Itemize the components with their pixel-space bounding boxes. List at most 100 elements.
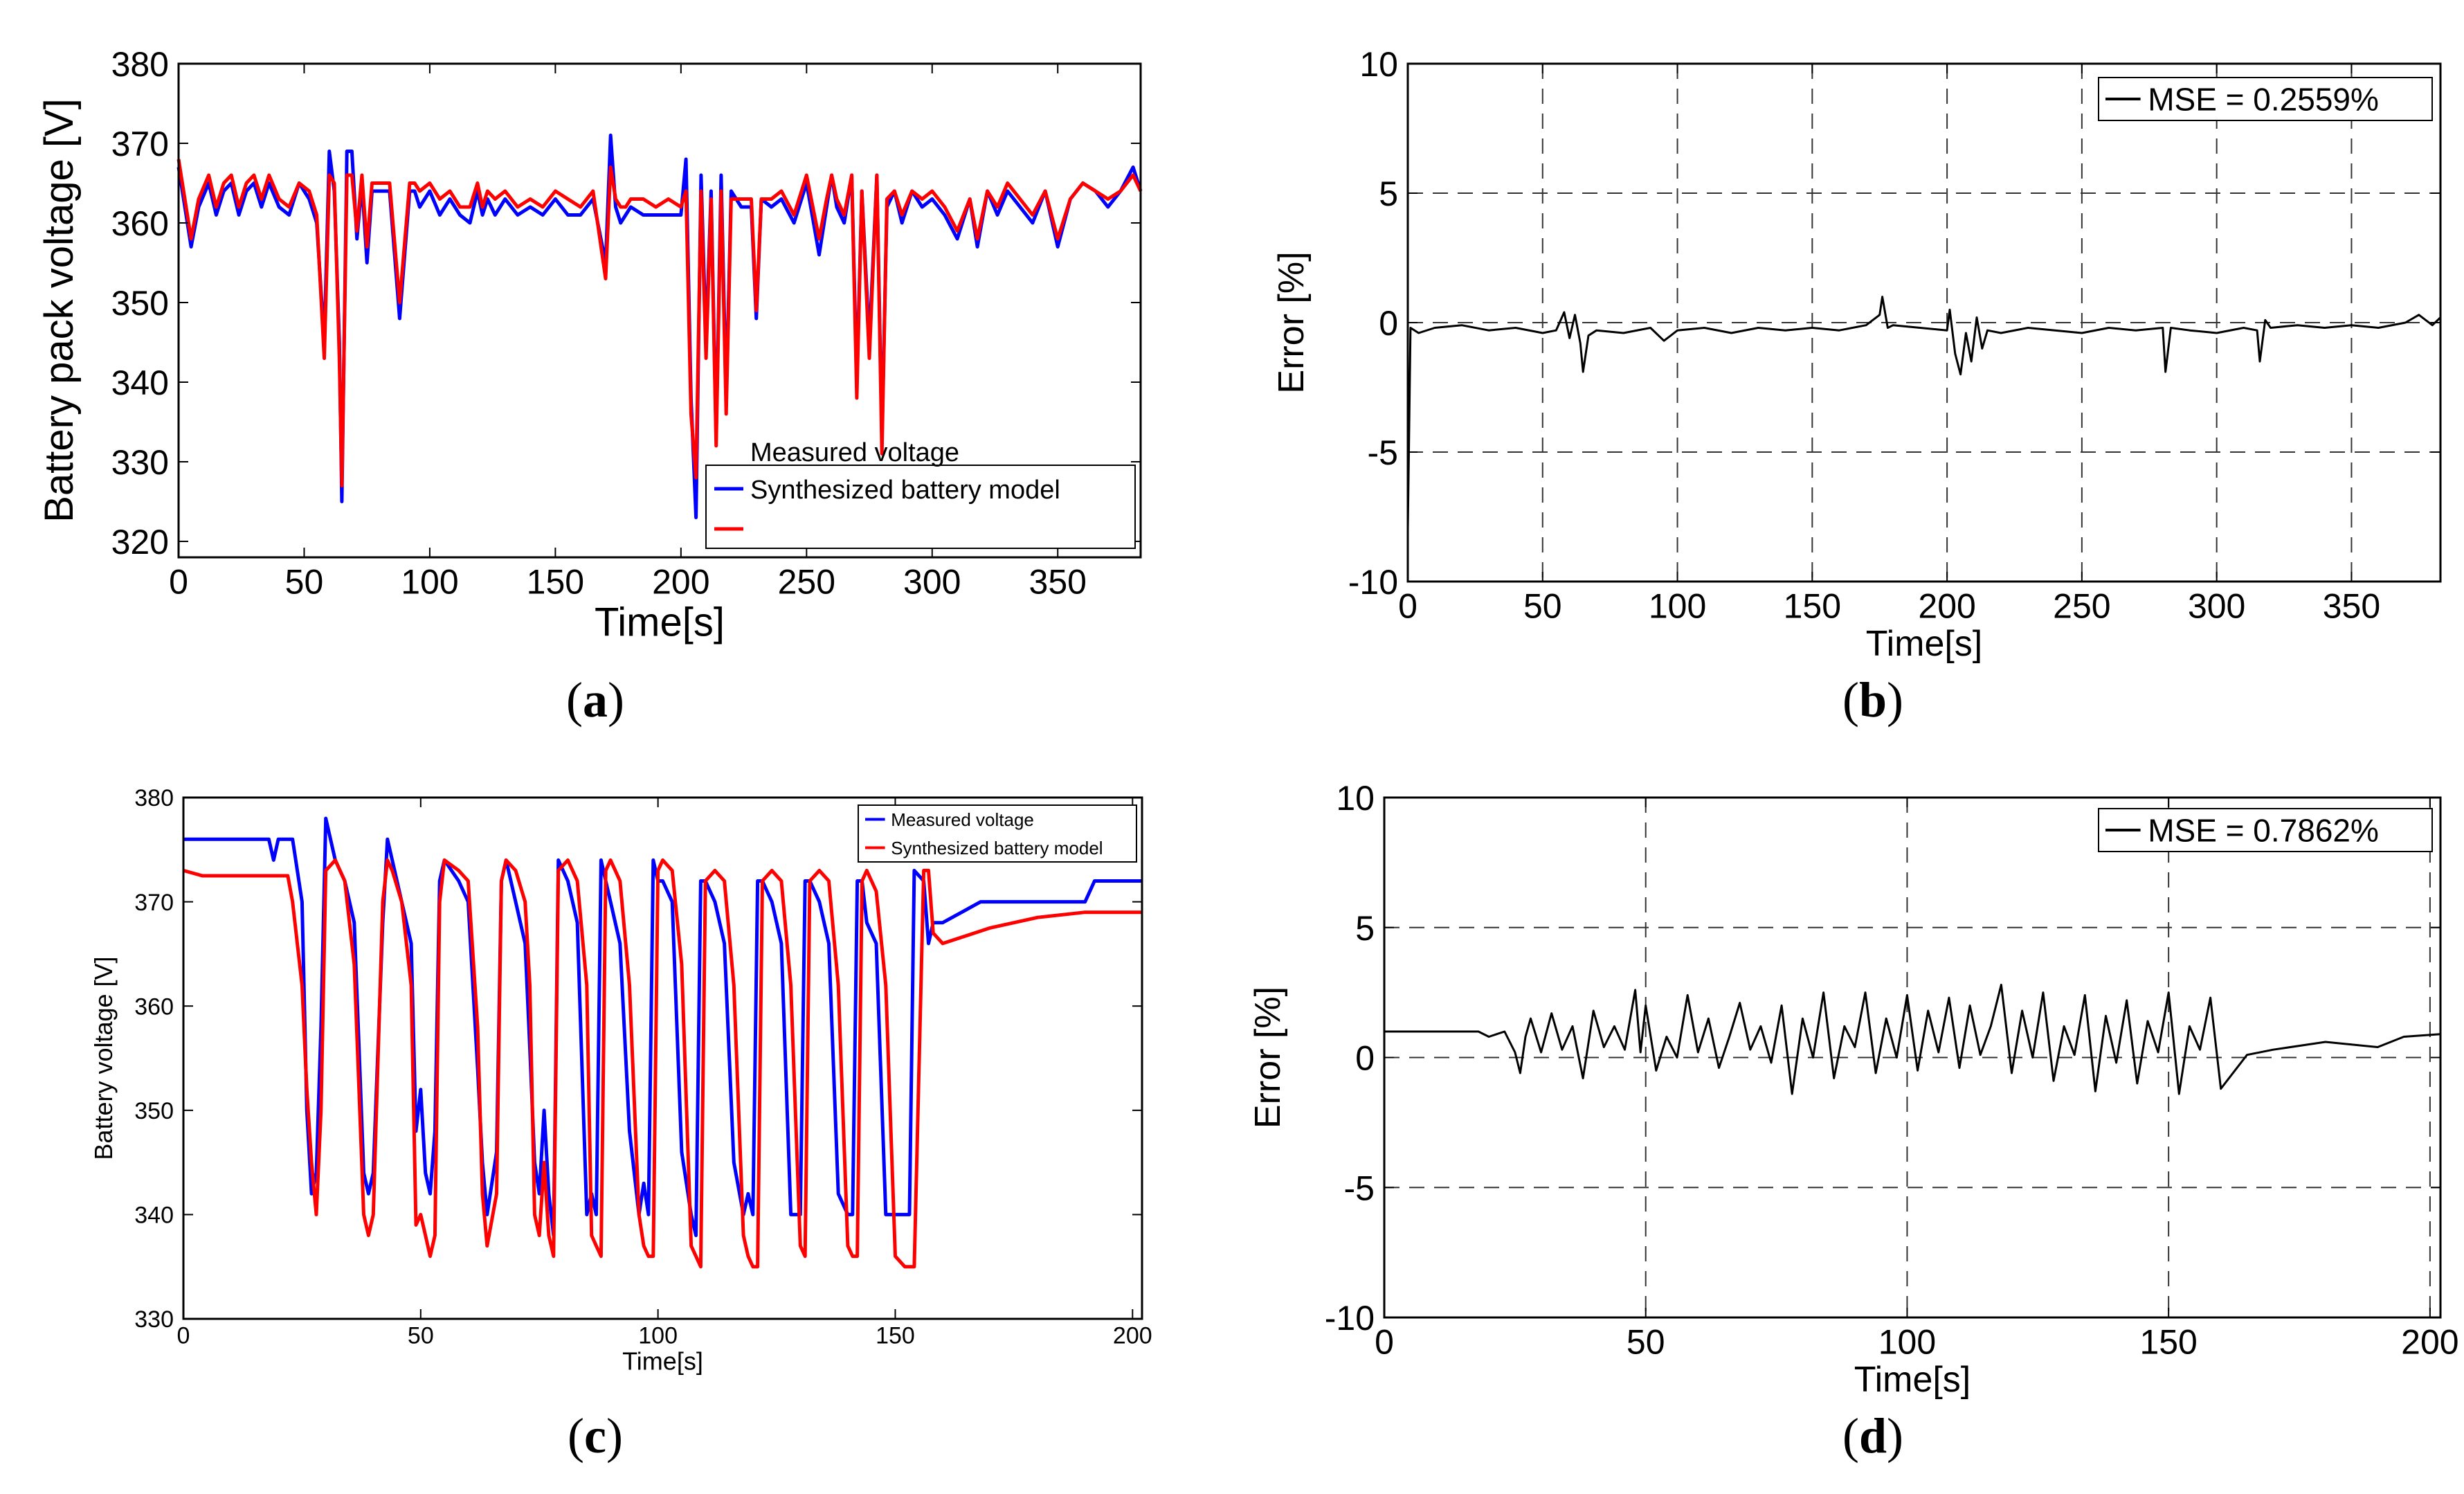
x-tick-label: 0 <box>177 1323 190 1349</box>
y-tick-label: 370 <box>111 125 169 163</box>
panel-caption: (a) <box>566 672 624 728</box>
y-axis-label: Battery pack voltage [V] <box>37 98 82 523</box>
x-tick-label: 50 <box>1523 587 1562 626</box>
x-tick-label: 250 <box>778 563 835 602</box>
x-tick-label: 150 <box>876 1323 915 1349</box>
x-tick-label: 300 <box>2188 587 2245 626</box>
x-tick-label: 300 <box>903 563 961 602</box>
caption-paren: ) <box>606 1408 623 1464</box>
caption-letter: d <box>1859 1408 1887 1464</box>
x-tick-label: 50 <box>408 1323 434 1349</box>
x-tick-label: 150 <box>2139 1323 2197 1362</box>
y-tick-label: 350 <box>111 284 169 323</box>
y-tick-label: -10 <box>1348 563 1398 602</box>
chart-panel-d: 0 50 100 150 200 -10 -5 0 5 10 Time[s] Error [%] MSE… <box>1248 779 2458 1464</box>
y-tick-label: 320 <box>111 523 169 561</box>
panel-caption: (d) <box>1842 1408 1903 1464</box>
caption-paren: ( <box>566 672 583 728</box>
legend-entry-label: Measured voltage <box>891 809 1034 830</box>
y-tick-label: 340 <box>111 363 169 402</box>
x-tick-label: 100 <box>638 1323 678 1349</box>
x-tick-label: 0 <box>1375 1323 1394 1362</box>
legend-box <box>705 465 1136 549</box>
chart-panel-a: 0 50 100 150 200 250 300 350 320 330 340 350 360 370 3… <box>37 45 1143 728</box>
x-tick-label: 0 <box>1398 587 1417 626</box>
caption-paren: ) <box>608 672 624 728</box>
y-tick-label: 5 <box>1355 909 1375 948</box>
series-line-2 <box>183 858 1142 1269</box>
y-tick-label: 380 <box>134 785 174 811</box>
caption-letter: a <box>583 672 608 728</box>
y-tick-label: -5 <box>1368 433 1398 472</box>
x-tick-label: 200 <box>2401 1323 2458 1362</box>
x-tick-label: 150 <box>527 563 584 602</box>
x-tick-label: 200 <box>652 563 709 602</box>
legend-entry-label: Synthesized battery model <box>891 838 1103 858</box>
series-line-1 <box>1406 296 2442 530</box>
panel-caption: (c) <box>568 1408 623 1464</box>
y-tick-label: 370 <box>134 890 174 916</box>
y-tick-label: 340 <box>134 1203 174 1229</box>
legend-entry-label: Synthesized battery model <box>750 476 1060 505</box>
x-tick-label: 200 <box>1918 587 1975 626</box>
x-tick-label: 150 <box>1784 587 1841 626</box>
caption-paren: ) <box>1887 672 1903 728</box>
x-tick-label: 100 <box>401 563 458 602</box>
x-axis-label: Time[s] <box>622 1347 703 1376</box>
legend-entry-label: Measured voltage <box>750 438 959 467</box>
y-tick-label: 380 <box>111 45 169 84</box>
y-tick-label: 350 <box>134 1098 174 1124</box>
y-tick-label: -5 <box>1344 1169 1375 1207</box>
x-axis-label: Time[s] <box>1866 624 1983 664</box>
legend: Measured voltage Synthesized battery mode… <box>705 438 1136 549</box>
chart-panel-b: 0 50 100 150 200 250 300 350 -10 -5 0 5 10 Time[s] Err… <box>1271 45 2442 728</box>
x-tick-label: 50 <box>285 563 324 602</box>
caption-paren: ( <box>1842 672 1859 728</box>
y-tick-label: 0 <box>1379 304 1398 343</box>
x-axis-label: Time[s] <box>1854 1360 1971 1400</box>
x-tick-label: 100 <box>1649 587 1706 626</box>
chart-panel-c: 0 50 100 150 200 330 340 350 360 370 380 Time[s] Bat… <box>89 785 1152 1464</box>
legend-entry-label: MSE = 0.2559% <box>2148 82 2379 118</box>
legend: MSE = 0.2559% <box>2098 77 2433 121</box>
axes-frame <box>177 62 1142 559</box>
caption-letter: b <box>1859 672 1887 728</box>
legend-entry-label: MSE = 0.7862% <box>2148 813 2379 849</box>
y-tick-label: 330 <box>111 443 169 482</box>
legend-box <box>2098 77 2433 121</box>
series-line-2 <box>176 159 1143 487</box>
caption-letter: c <box>584 1408 606 1464</box>
y-axis-label: Error [%] <box>1271 251 1312 393</box>
legend: MSE = 0.7862% <box>2098 808 2433 852</box>
y-tick-label: -10 <box>1325 1299 1375 1338</box>
x-tick-label: 350 <box>2323 587 2380 626</box>
x-tick-label: 350 <box>1029 563 1087 602</box>
y-axis-label: Battery voltage [V] <box>89 956 118 1160</box>
axes-frame <box>182 796 1143 1320</box>
x-tick-label: 200 <box>1113 1323 1152 1349</box>
panel-caption: (b) <box>1842 672 1903 728</box>
y-tick-label: 360 <box>111 204 169 243</box>
legend-box <box>858 804 1137 863</box>
caption-paren: ( <box>1842 1408 1859 1464</box>
series-line-1 <box>1384 983 2441 1095</box>
y-axis-label: Error [%] <box>1248 987 1288 1128</box>
x-tick-label: 250 <box>2053 587 2110 626</box>
y-tick-label: 360 <box>134 993 174 1020</box>
y-tick-label: 10 <box>1336 779 1375 818</box>
x-tick-label: 0 <box>169 563 188 602</box>
x-axis-label: Time[s] <box>595 600 725 645</box>
caption-paren: ( <box>568 1408 584 1464</box>
y-tick-label: 10 <box>1359 45 1398 84</box>
legend-box <box>2098 808 2433 852</box>
y-tick-label: 0 <box>1355 1039 1375 1078</box>
x-tick-label: 50 <box>1627 1323 1665 1362</box>
series-line-1 <box>176 134 1143 519</box>
x-tick-label: 100 <box>1878 1323 1936 1362</box>
y-tick-label: 5 <box>1379 174 1398 213</box>
y-tick-label: 330 <box>134 1306 174 1333</box>
caption-paren: ) <box>1887 1408 1903 1464</box>
legend: Measured voltage Synthesized battery mode… <box>858 804 1137 863</box>
